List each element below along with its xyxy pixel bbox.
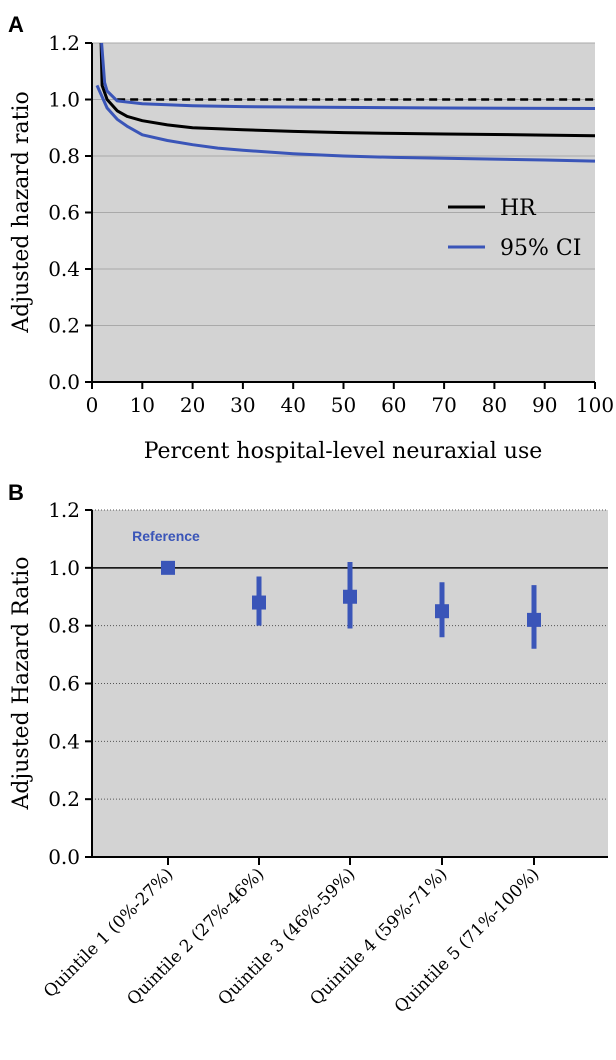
ci-upper-line bbox=[100, 42, 596, 110]
panel-a-y-tick-label: 1.0 bbox=[48, 88, 80, 112]
panel-b-y-tick-label: 0.0 bbox=[48, 845, 80, 869]
panel-b-y-tick-label: 0.4 bbox=[48, 729, 80, 753]
panel-a-x-tick-label: 70 bbox=[431, 393, 456, 417]
hr-marker bbox=[435, 604, 449, 619]
panel-b-y-tick-label: 1.2 bbox=[48, 498, 80, 522]
panel-a-label: A bbox=[8, 12, 24, 37]
hr-marker bbox=[252, 595, 266, 610]
panel-a-legend: HR 95% CI bbox=[448, 196, 581, 261]
panel-b-label: B bbox=[8, 480, 24, 505]
hr-marker bbox=[343, 589, 357, 604]
panel-a: A 0.0 0.2 0.4 0.6 0.8 1.0 1.2 0 10 20 30 40 50 60 70 8… bbox=[8, 12, 614, 464]
hr-marker bbox=[527, 612, 541, 627]
panel-a-x-tick-label: 0 bbox=[86, 393, 99, 417]
panel-a-y-axis-label: Adjusted hazard ratio bbox=[9, 91, 34, 334]
legend-hr-label: HR bbox=[500, 196, 537, 221]
panel-a-x-tick-label: 30 bbox=[230, 393, 255, 417]
panel-a-x-tick-label: 40 bbox=[280, 393, 305, 417]
panel-b-markers bbox=[161, 560, 541, 649]
panel-a-y-tick-label: 0.2 bbox=[48, 314, 80, 338]
hr-line bbox=[99, 42, 596, 138]
panel-a-x-tick-label: 80 bbox=[482, 393, 507, 417]
panel-b-y-tick-label: 0.6 bbox=[48, 672, 80, 696]
panel-b-y-tick-label: 0.8 bbox=[48, 614, 80, 638]
panel-a-series-lines bbox=[95, 42, 596, 163]
panel-a-y-tick-label: 0.8 bbox=[48, 144, 80, 168]
panel-b-y-tick-label: 0.2 bbox=[48, 787, 80, 811]
panel-a-x-axis-label: Percent hospital-level neuraxial use bbox=[144, 439, 543, 464]
panel-a-x-tick-label: 100 bbox=[576, 393, 614, 417]
panel-a-x-ticks: 0 10 20 30 40 50 60 70 80 90 100 bbox=[86, 382, 614, 417]
panel-b-x-ticks: Quintile 1 (0%-27%)Quintile 2 (27%-46%)Q… bbox=[40, 857, 544, 1017]
panel-a-x-tick-label: 60 bbox=[381, 393, 406, 417]
ci-lower-line bbox=[95, 84, 596, 163]
hr-marker bbox=[161, 560, 175, 575]
panel-a-y-ticks: 0.0 0.2 0.4 0.6 0.8 1.0 1.2 bbox=[48, 31, 92, 394]
panel-b-y-ticks: 0.0 0.2 0.4 0.6 0.8 1.0 1.2 bbox=[48, 498, 92, 869]
panel-b-y-axis-label: Adjusted Hazard Ratio bbox=[9, 556, 34, 810]
panel-a-x-tick-label: 20 bbox=[180, 393, 205, 417]
panel-a-y-tick-label: 1.2 bbox=[48, 31, 80, 55]
legend-ci-label: 95% CI bbox=[500, 236, 581, 261]
panel-a-x-tick-label: 10 bbox=[130, 393, 155, 417]
panel-a-y-tick-label: 0.4 bbox=[48, 257, 80, 281]
panel-a-y-tick-label: 0.0 bbox=[48, 370, 80, 394]
reference-annotation: Reference bbox=[132, 528, 200, 544]
panel-a-x-tick-label: 90 bbox=[532, 393, 557, 417]
panel-b: B 0.0 0.2 0.4 0.6 0.8 1.0 1.2 Reference Quinti… bbox=[8, 480, 608, 1017]
panel-a-x-tick-label: 50 bbox=[331, 393, 356, 417]
panel-b-y-tick-label: 1.0 bbox=[48, 556, 80, 580]
panel-a-y-tick-label: 0.6 bbox=[48, 201, 80, 225]
